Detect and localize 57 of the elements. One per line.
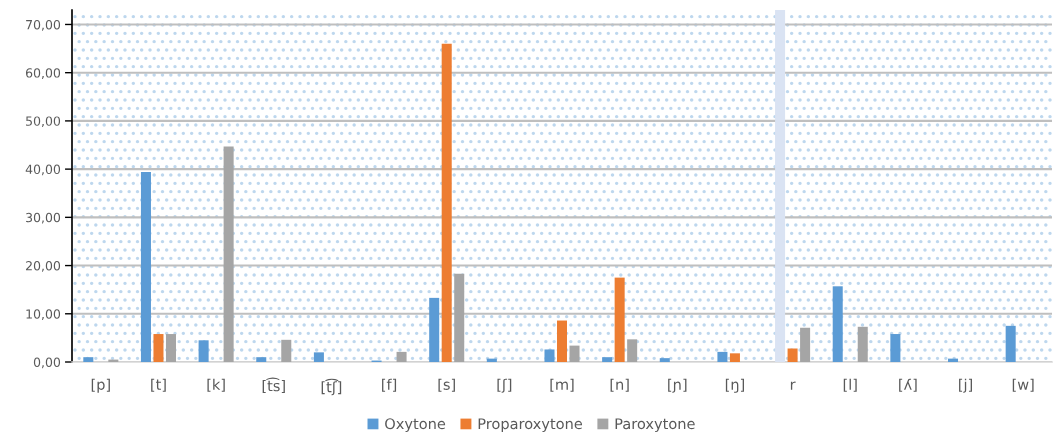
- x-tick-label: [ɲ]: [668, 378, 687, 393]
- bar: [256, 357, 267, 362]
- x-tick-label: [ʃ]: [497, 378, 512, 393]
- bar: [198, 340, 209, 362]
- x-tick-label: [n]: [610, 378, 629, 392]
- bar: [83, 357, 94, 362]
- x-tick-label: [ŋ]: [725, 378, 744, 393]
- bar: [800, 327, 811, 362]
- bar: [659, 358, 670, 362]
- bar: [441, 43, 452, 362]
- x-tick-label: [w]: [1012, 378, 1034, 392]
- bar: [832, 286, 843, 362]
- bar: [153, 334, 164, 362]
- legend-label: Proparoxytone: [478, 418, 583, 433]
- bar: [140, 172, 151, 362]
- x-tick-label: [k]: [207, 378, 225, 392]
- bar: [729, 353, 740, 362]
- y-tick-label: 0,00: [33, 357, 61, 369]
- bar: [857, 326, 868, 362]
- bar: [223, 146, 234, 362]
- y-tick-label: 50,00: [26, 116, 61, 128]
- bar: [556, 320, 568, 362]
- x-tick-label: [j]: [959, 378, 972, 393]
- bar: [1005, 325, 1016, 362]
- x-tick-label: [m]: [550, 378, 574, 392]
- bar: [165, 334, 176, 362]
- bar: [627, 339, 638, 362]
- y-tick-label: 70,00: [26, 19, 61, 31]
- x-tick-label: [l]: [843, 378, 857, 392]
- bar: [454, 273, 465, 362]
- x-tick-label: [ʎ]: [899, 378, 917, 392]
- bar: [313, 352, 324, 362]
- y-tick-label: 20,00: [26, 261, 61, 272]
- bar: [396, 351, 407, 362]
- bar: [775, 10, 786, 362]
- x-tick-label: [t͡s]: [262, 377, 285, 394]
- bar: [569, 345, 580, 362]
- legend-label: Paroxytone: [615, 418, 695, 433]
- bar: [614, 277, 625, 362]
- y-tick-label: 60,00: [25, 68, 61, 79]
- y-tick-label: 40,00: [25, 164, 61, 176]
- y-tick-label: 10,00: [26, 309, 61, 320]
- x-tick-label: [f]: [382, 378, 397, 392]
- x-tick-label: [t]: [151, 378, 166, 392]
- bar: [602, 357, 613, 362]
- bar: [787, 348, 798, 362]
- bar: [890, 334, 901, 362]
- x-tick-label: [p]: [91, 378, 110, 393]
- x-tick-label: [s]: [438, 378, 455, 392]
- x-tick-label: r: [790, 381, 796, 390]
- bar: [429, 297, 440, 362]
- bar: [717, 351, 728, 362]
- x-tick-label: [t͡ʃ]: [321, 378, 342, 396]
- bar: [281, 339, 292, 362]
- bar: [544, 349, 555, 362]
- legend-label: Oxytone: [385, 418, 446, 433]
- y-tick-label: 30,00: [26, 212, 61, 224]
